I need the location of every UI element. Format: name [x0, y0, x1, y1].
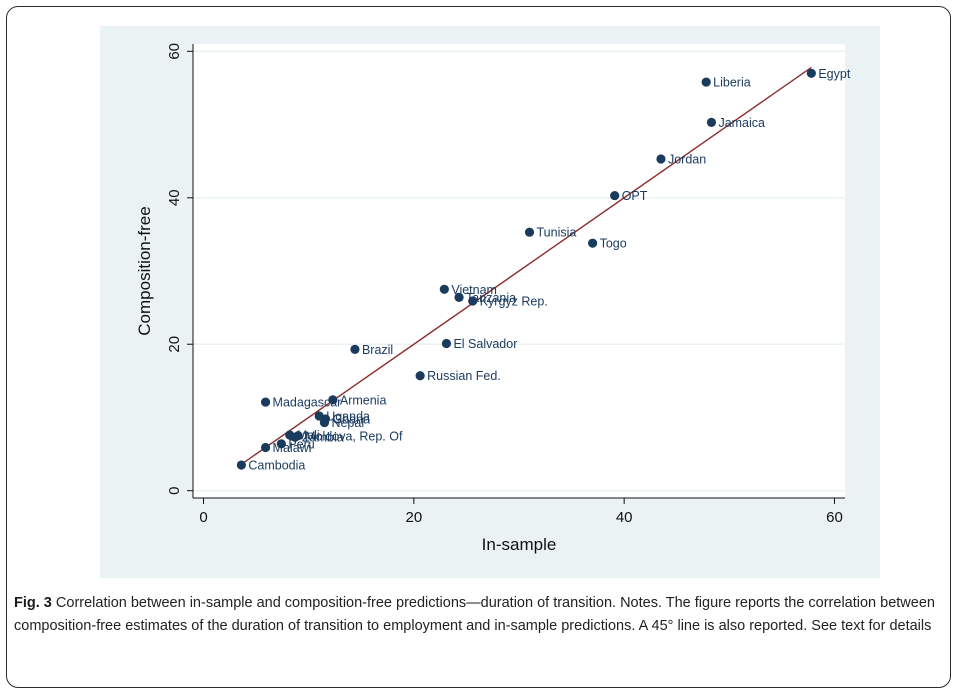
data-point-label-togo: Togo [600, 237, 627, 251]
x-tick-label-60: 60 [826, 509, 843, 526]
data-point-label-ghana: Ghana [333, 412, 371, 426]
data-point-marker-russian-fed [415, 371, 425, 381]
figure-label: Fig. 3 [14, 595, 52, 611]
data-point-nepal: Nepal [319, 416, 364, 430]
data-point-opt: OPT [610, 189, 648, 203]
x-tick-label-40: 40 [616, 509, 633, 526]
x-tick-label-0: 0 [199, 509, 207, 526]
data-point-jamaica: Jamaica [706, 116, 765, 130]
data-point-marker-jordan [656, 154, 666, 164]
data-point-peru: Peru [276, 437, 315, 451]
figure-caption: Fig. 3 Correlation between in-sample and… [14, 592, 939, 638]
data-point-marker-tanzania [454, 292, 464, 302]
data-point-vietnam: Vietnam [439, 283, 497, 297]
data-point-brazil: Brazil [350, 343, 393, 357]
data-point-marker-opt [610, 190, 620, 201]
data-point-label-tunisia: Tunisia [537, 226, 577, 240]
data-point-label-uganda: Uganda [326, 409, 370, 423]
data-points: Egypt Liberia Jamaica Jordan OPT Tunisia Togo V… [236, 67, 851, 473]
data-point-marker-togo [588, 238, 598, 248]
data-point-marker-peru [276, 439, 286, 449]
data-point-marker-nepal [319, 417, 330, 428]
data-point-tanzania: Tanzania [454, 291, 516, 305]
data-point-egypt: Egypt [806, 67, 851, 81]
data-point-cambodia: Cambodia [236, 459, 305, 473]
data-point-label-zambia: Zambia [302, 431, 344, 445]
data-point-marker-vietnam [439, 284, 449, 294]
tick-labels: 0 20 40 60 0 20 40 60 [166, 43, 843, 526]
data-point-marker-el-salvador [441, 338, 452, 349]
data-point-label-kyrgyz-rep: Kyrgyz Rep. [480, 295, 548, 309]
data-point-label-el-salvador: El Salvador [453, 337, 517, 351]
data-point-label-nepal: Nepal [331, 416, 364, 430]
data-point-label-mali: Mali [297, 429, 320, 443]
data-point-liberia: Liberia [701, 76, 751, 90]
data-point-label-madagascar: Madagascar [273, 396, 342, 410]
data-point-marker-cambodia [236, 460, 246, 470]
data-point-label-jordan: Jordan [668, 152, 706, 166]
data-point-kyrgyz-rep: Kyrgyz Rep. [468, 295, 548, 309]
scatter-chart: 0 20 40 60 0 20 40 60 Egypt Liberia Jamaica Jordan… [100, 26, 880, 578]
gridlines [193, 50, 845, 492]
y-tick-label-40: 40 [166, 189, 183, 206]
data-point-label-peru: Peru [288, 437, 314, 451]
data-point-label-liberia: Liberia [713, 76, 751, 90]
data-point-togo: Togo [588, 237, 627, 251]
y-tick-label-0: 0 [166, 487, 183, 495]
y-axis-label: Composition-free [135, 206, 154, 335]
data-point-jordan: Jordan [656, 152, 706, 166]
data-point-label-vietnam: Vietnam [451, 283, 497, 297]
data-point-label-moldova-rep-of: Moldova, Rep. Of [305, 429, 403, 443]
data-point-label-jamaica: Jamaica [718, 116, 765, 130]
data-point-russian-fed: Russian Fed. [415, 369, 501, 383]
data-point-marker-madagascar [260, 397, 271, 407]
data-point-marker-kyrgyz-rep [468, 296, 478, 306]
data-point-marker-liberia [701, 77, 711, 87]
data-point-label-opt: OPT [622, 189, 648, 203]
data-point-marker-jamaica [706, 117, 717, 127]
data-point-label-malawi: Malawi [273, 441, 312, 455]
data-point-label-armenia: Armenia [340, 393, 387, 407]
axes [187, 44, 845, 504]
data-point-zambia: Zambia [290, 431, 344, 445]
data-point-marker-brazil [350, 344, 360, 354]
data-point-marker-malawi [260, 442, 271, 453]
data-point-malawi: Malawi [260, 441, 312, 455]
y-tick-label-60: 60 [166, 43, 183, 60]
data-point-label-brazil: Brazil [362, 343, 393, 357]
data-point-label-russian-fed: Russian Fed. [427, 369, 501, 383]
data-point-label-cambodia: Cambodia [248, 459, 305, 473]
data-point-armenia: Armenia [328, 393, 386, 407]
figure-caption-text: Correlation between in-sample and compos… [14, 595, 935, 634]
data-point-marker-armenia [328, 395, 338, 405]
x-axis-label: In-sample [482, 535, 557, 554]
data-point-marker-egypt [806, 68, 816, 78]
x-tick-label-20: 20 [405, 509, 422, 526]
y-tick-label-20: 20 [166, 336, 183, 353]
data-point-tunisia: Tunisia [524, 226, 577, 240]
data-point-label-tanzania: Tanzania [466, 291, 516, 305]
data-point-marker-tunisia [524, 227, 535, 237]
data-point-marker-zambia [290, 432, 300, 442]
data-point-label-egypt: Egypt [818, 67, 850, 81]
data-point-madagascar: Madagascar [260, 396, 342, 410]
data-point-el-salvador: El Salvador [441, 337, 517, 351]
